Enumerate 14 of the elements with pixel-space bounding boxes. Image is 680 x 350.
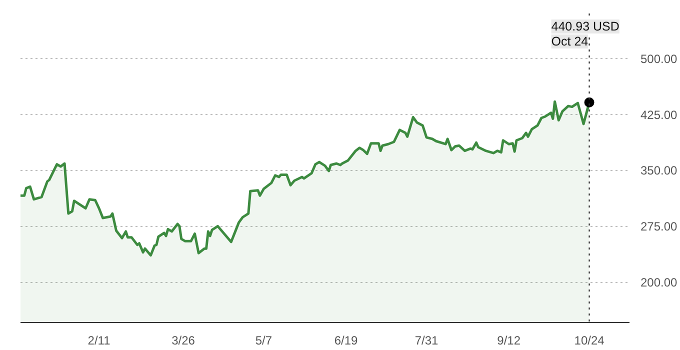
x-tick-label: 3/26 xyxy=(172,334,196,348)
x-tick-label: 7/31 xyxy=(414,334,439,348)
y-tick-label: 500.00 xyxy=(640,52,678,66)
y-tick-label: 425.00 xyxy=(640,108,678,122)
x-tick-label: 9/12 xyxy=(497,334,521,348)
y-tick-label: 275.00 xyxy=(640,220,678,234)
x-tick-label: 5/7 xyxy=(255,334,272,348)
x-tick-label: 2/11 xyxy=(88,334,111,348)
y-tick-label: 200.00 xyxy=(640,276,678,290)
annotation: 440.93 USD xyxy=(551,20,620,34)
x-tick-label: 10/24 xyxy=(574,334,605,348)
x-tick-label: 6/19 xyxy=(334,334,358,348)
y-tick-label: 350.00 xyxy=(640,164,678,178)
annotation: Oct 24 xyxy=(551,34,588,48)
